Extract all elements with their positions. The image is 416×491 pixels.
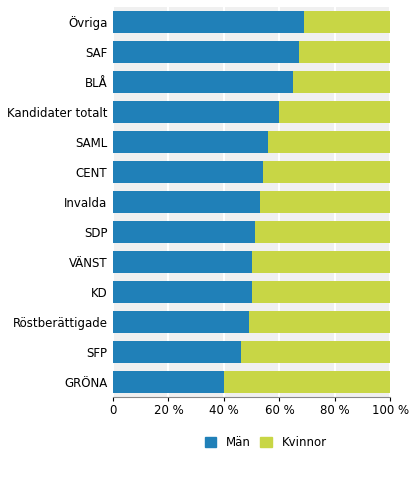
Bar [113,311,249,333]
Bar [240,341,391,363]
Bar [113,191,260,213]
Bar [113,221,255,243]
Bar [113,71,293,93]
Bar [113,161,263,183]
Bar [113,41,299,63]
Bar [113,341,240,363]
Bar [113,11,305,33]
Bar [113,281,252,303]
Bar [113,251,252,273]
Bar [305,11,391,33]
Bar [224,371,391,393]
Bar [293,71,391,93]
Bar [113,101,280,123]
Bar [252,281,391,303]
Bar [263,161,391,183]
Bar [299,41,391,63]
Bar [280,101,391,123]
Bar [113,131,268,153]
Bar [260,191,391,213]
Bar [268,131,391,153]
Legend: Män, Kvinnor: Män, Kvinnor [202,434,329,452]
Bar [113,371,224,393]
Bar [249,311,391,333]
Bar [255,221,391,243]
Bar [252,251,391,273]
